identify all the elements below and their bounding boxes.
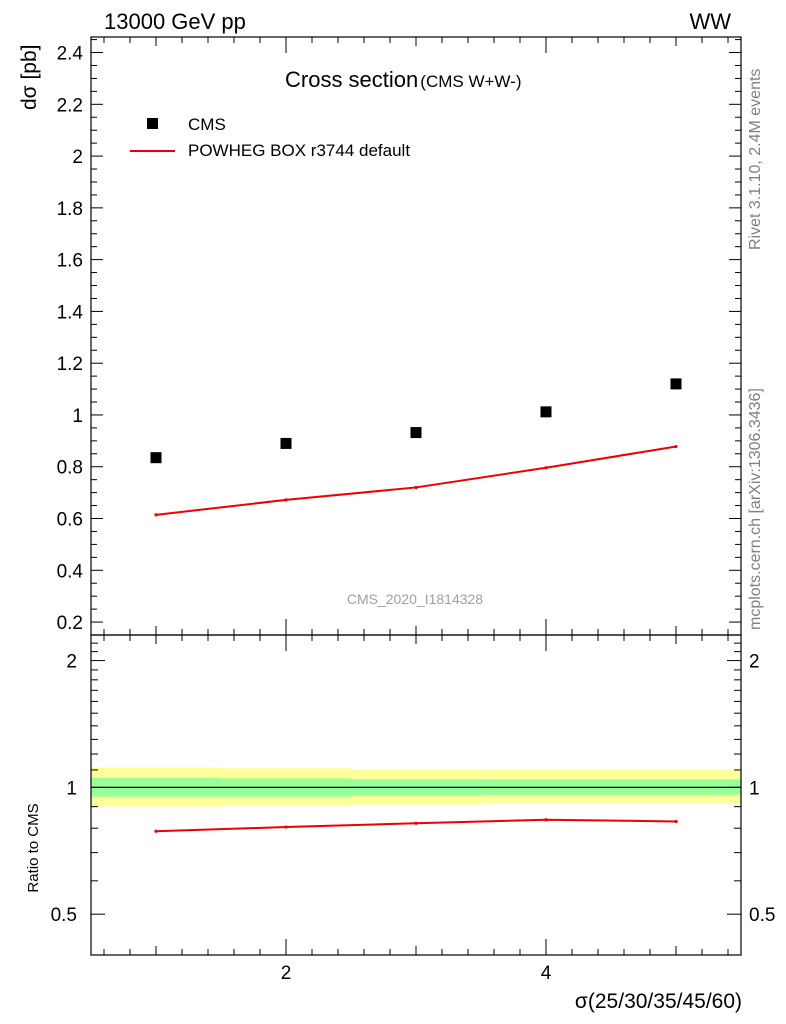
main-y-tick-label: 1 bbox=[72, 406, 83, 427]
main-y-tick-label: 1.2 bbox=[57, 354, 83, 375]
x-axis-label: σ(25/30/35/45/60) bbox=[575, 990, 742, 1013]
ratio-y-tick-label-left: 2 bbox=[66, 652, 77, 673]
cms-data-point bbox=[670, 378, 682, 390]
mcplots-label: mcplots.cern.ch [arXiv:1306.3436] bbox=[747, 388, 764, 630]
mc-point bbox=[284, 498, 288, 502]
main-y-tick-label: 0.6 bbox=[57, 510, 83, 531]
ratio-y-tick-label-right: 2 bbox=[749, 652, 760, 673]
ratio-mc-point bbox=[414, 821, 418, 825]
main-y-axis-label: dσ [pb] bbox=[18, 44, 41, 110]
ratio-y-tick-label-left: 1 bbox=[66, 778, 77, 799]
main-y-tick-label: 0.4 bbox=[57, 561, 84, 582]
ratio-mc-line bbox=[155, 818, 677, 833]
rivet-label: Rivet 3.1.10, 2.4M events bbox=[747, 69, 764, 250]
cms-data-point bbox=[150, 452, 162, 464]
main-y-tick-label: 2 bbox=[72, 147, 83, 168]
legend-label-powheg: POWHEG BOX r3744 default bbox=[188, 141, 410, 160]
mc-line bbox=[155, 445, 677, 516]
ratio-mc-point bbox=[154, 829, 158, 833]
cms-data-point bbox=[540, 406, 552, 418]
mc-point bbox=[544, 466, 548, 470]
ratio-y-tick-label-left: 0.5 bbox=[51, 905, 77, 926]
plot-title: Cross section (CMS W+W-) bbox=[285, 67, 521, 92]
main-y-tick-label: 1.8 bbox=[57, 199, 83, 220]
legend-label-cms: CMS bbox=[188, 115, 226, 134]
ratio-y-tick-label-right: 1 bbox=[749, 778, 760, 799]
cms-data-point bbox=[280, 437, 292, 449]
mc-point bbox=[154, 513, 158, 517]
x-tick-label: 2 bbox=[281, 963, 292, 984]
ratio-y-axis-label: Ratio to CMS bbox=[25, 803, 42, 892]
header-left: 13000 GeV pp bbox=[104, 9, 246, 34]
ratio-mc-point bbox=[674, 819, 678, 824]
ratio-panel: 2 4 0.5 0.5 1 1 2 2 bbox=[51, 634, 775, 984]
ratio-mc-point bbox=[544, 818, 548, 822]
mc-point bbox=[414, 485, 418, 490]
x-tick-label: 4 bbox=[541, 963, 552, 984]
main-panel: 0.2 0.4 0.6 0.8 1 1.2 1.4 1.6 1.8 2 2.2 2.4 bbox=[57, 36, 742, 636]
main-y-tick-label: 2.4 bbox=[57, 44, 84, 65]
mc-point bbox=[674, 444, 678, 449]
ratio-y-tick-label-right: 0.5 bbox=[749, 905, 775, 926]
main-y-tick-label: 1.4 bbox=[57, 302, 84, 323]
ratio-mc-point bbox=[284, 825, 288, 829]
main-y-tick-label: 0.8 bbox=[57, 458, 83, 479]
header-right: WW bbox=[689, 9, 731, 34]
legend-marker-cms bbox=[147, 118, 158, 129]
main-y-tick-label: 0.2 bbox=[57, 613, 83, 634]
analysis-watermark: CMS_2020_I1814328 bbox=[347, 591, 483, 607]
legend: CMS POWHEG BOX r3744 default bbox=[130, 115, 410, 160]
main-y-tick-label: 2.2 bbox=[57, 95, 83, 116]
main-y-tick-label: 1.6 bbox=[57, 251, 83, 272]
cms-data-point bbox=[410, 427, 422, 439]
